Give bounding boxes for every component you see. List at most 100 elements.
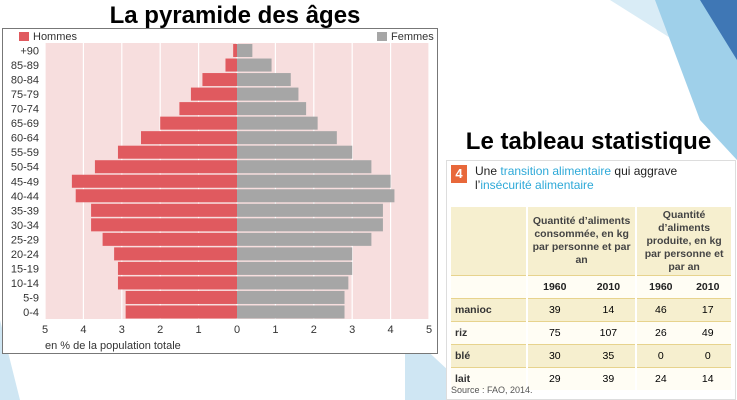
- bar-femmes: [237, 58, 272, 72]
- table-cell: 14: [684, 367, 731, 390]
- table-title-highlight-2: insécurité alimentaire: [480, 178, 594, 192]
- bar-femmes: [237, 189, 395, 203]
- bar-femmes: [237, 73, 291, 87]
- bar-hommes: [190, 87, 237, 101]
- x-tick-label: 1: [272, 324, 278, 336]
- legend-swatch-femmes: [377, 32, 387, 41]
- table-cell: 30: [526, 344, 582, 368]
- table-cell: 39: [581, 367, 637, 390]
- x-axis-label: en % de la population totale: [45, 340, 181, 352]
- table-cell: 26: [635, 321, 685, 345]
- legend-label-hommes: Hommes: [33, 31, 78, 43]
- age-group-label: 75-79: [11, 89, 39, 101]
- age-group-label: 45-49: [11, 176, 39, 188]
- bar-femmes: [237, 305, 345, 319]
- table-cell: 39: [526, 298, 582, 322]
- table-title: Une transition alimentaire qui aggrave l…: [475, 164, 731, 192]
- statistics-table: Quantité d’aliments consommée, en kg par…: [451, 207, 731, 390]
- bar-hommes: [91, 203, 237, 217]
- table-cell: 46: [635, 298, 685, 322]
- bar-hommes: [117, 276, 237, 290]
- bar-hommes: [71, 174, 237, 188]
- year-header: 1960: [526, 275, 582, 299]
- table-cell: 17: [684, 298, 731, 322]
- age-group-label: 35-39: [11, 205, 39, 217]
- x-tick-label: 5: [42, 324, 48, 336]
- age-group-label: 85-89: [11, 60, 39, 72]
- bar-hommes: [179, 102, 237, 116]
- table-cell: 49: [684, 321, 731, 345]
- bar-hommes: [125, 290, 237, 304]
- year-header: 1960: [635, 275, 685, 299]
- bar-hommes: [91, 218, 237, 232]
- age-group-label: 40-44: [11, 191, 39, 203]
- table-cell: 35: [581, 344, 637, 368]
- table-title-highlight-1: transition alimentaire: [500, 164, 612, 178]
- bar-femmes: [237, 102, 307, 116]
- x-tick-label: 5: [426, 324, 432, 336]
- year-row-label: [451, 275, 527, 299]
- bar-hommes: [141, 131, 237, 145]
- row-label: riz: [451, 321, 527, 345]
- age-group-label: +90: [20, 46, 39, 58]
- bar-femmes: [237, 232, 372, 246]
- bar-femmes: [237, 116, 318, 130]
- x-tick-label: 3: [119, 324, 125, 336]
- age-group-label: 30-34: [11, 220, 39, 232]
- table-corner: [451, 207, 527, 276]
- x-tick-label: 2: [157, 324, 163, 336]
- table-title-middle: qui aggrave l’: [475, 164, 678, 192]
- age-group-label: 5-9: [23, 292, 39, 304]
- column-group-consumed: Quantité d’aliments consommée, en kg par…: [525, 207, 637, 276]
- statistics-table-panel: 4 Une transition alimentaire qui aggrave…: [446, 160, 736, 400]
- bar-femmes: [237, 276, 349, 290]
- bar-femmes: [237, 261, 353, 275]
- x-tick-label: 4: [388, 324, 394, 336]
- legend-label-femmes: Femmes: [391, 31, 434, 43]
- year-header: 2010: [581, 275, 637, 299]
- age-group-label: 70-74: [11, 104, 39, 116]
- bar-hommes: [233, 44, 237, 58]
- bar-femmes: [237, 44, 253, 58]
- age-group-label: 60-64: [11, 133, 39, 145]
- table-cell: 0: [684, 344, 731, 368]
- age-group-label: 10-14: [11, 278, 39, 290]
- table-cell: 14: [581, 298, 637, 322]
- table-title-prefix: Une: [475, 164, 501, 178]
- x-tick-label: 3: [349, 324, 355, 336]
- row-label: manioc: [451, 298, 527, 322]
- bar-hommes: [117, 145, 237, 159]
- table-row: blé 30 35 0 0: [451, 344, 731, 368]
- bar-hommes: [202, 73, 237, 87]
- bar-hommes: [114, 247, 237, 261]
- age-group-label: 55-59: [11, 147, 39, 159]
- column-group-produced: Quantité d’aliments produite, en kg par …: [635, 207, 731, 276]
- table-row: lait 29 39 24 14: [451, 367, 731, 390]
- table-cell: 24: [635, 367, 685, 390]
- bar-femmes: [237, 218, 383, 232]
- bar-hommes: [160, 116, 237, 130]
- table-cell: 75: [526, 321, 582, 345]
- bar-hommes: [75, 189, 237, 203]
- x-tick-label: 4: [80, 324, 86, 336]
- legend-swatch-hommes: [19, 32, 29, 41]
- row-label: blé: [451, 344, 527, 368]
- table-cell: 107: [581, 321, 637, 345]
- age-group-label: 20-24: [11, 249, 39, 261]
- bar-femmes: [237, 145, 353, 159]
- table-cell: 0: [635, 344, 685, 368]
- row-label: lait: [451, 367, 527, 390]
- bar-femmes: [237, 247, 353, 261]
- bar-femmes: [237, 87, 299, 101]
- bar-femmes: [237, 203, 383, 217]
- bar-femmes: [237, 174, 391, 188]
- bar-hommes: [94, 160, 237, 174]
- age-group-label: 0-4: [23, 307, 39, 319]
- age-group-label: 50-54: [11, 162, 39, 174]
- table-row: riz 75 107 26 49: [451, 321, 731, 345]
- table-section-title: Le tableau statistique: [465, 128, 712, 155]
- bar-hommes: [225, 58, 237, 72]
- table-row: manioc 39 14 46 17: [451, 298, 731, 322]
- age-group-label: 15-19: [11, 263, 39, 275]
- document-number-badge: 4: [451, 165, 467, 183]
